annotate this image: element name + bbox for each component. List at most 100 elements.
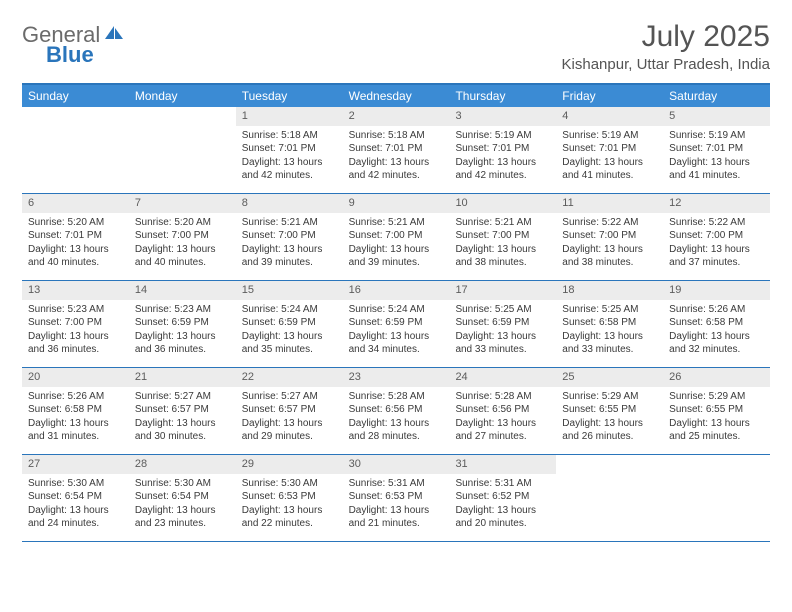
day-cell: 30Sunrise: 5:31 AMSunset: 6:53 PMDayligh… bbox=[343, 455, 450, 541]
sunset-text: Sunset: 6:57 PM bbox=[135, 403, 230, 417]
day-number: 12 bbox=[663, 194, 770, 213]
sunset-text: Sunset: 7:00 PM bbox=[349, 229, 444, 243]
day-cell: 26Sunrise: 5:29 AMSunset: 6:55 PMDayligh… bbox=[663, 368, 770, 454]
sunrise-text: Sunrise: 5:29 AM bbox=[562, 390, 657, 404]
day-cell-empty bbox=[556, 455, 663, 541]
logo: General Blue bbox=[22, 24, 132, 66]
day-header-row: SundayMondayTuesdayWednesdayThursdayFrid… bbox=[22, 85, 770, 107]
daylight-text: Daylight: 13 hours and 40 minutes. bbox=[28, 243, 123, 270]
day-content: Sunrise: 5:20 AMSunset: 7:01 PMDaylight:… bbox=[22, 213, 129, 274]
day-number: 20 bbox=[22, 368, 129, 387]
day-number: 24 bbox=[449, 368, 556, 387]
day-number: 11 bbox=[556, 194, 663, 213]
day-number: 15 bbox=[236, 281, 343, 300]
sunset-text: Sunset: 7:00 PM bbox=[242, 229, 337, 243]
day-content: Sunrise: 5:25 AMSunset: 6:58 PMDaylight:… bbox=[556, 300, 663, 361]
day-cell: 29Sunrise: 5:30 AMSunset: 6:53 PMDayligh… bbox=[236, 455, 343, 541]
week-row: 20Sunrise: 5:26 AMSunset: 6:58 PMDayligh… bbox=[22, 368, 770, 455]
day-cell: 13Sunrise: 5:23 AMSunset: 7:00 PMDayligh… bbox=[22, 281, 129, 367]
day-cell-empty bbox=[129, 107, 236, 193]
day-content: Sunrise: 5:19 AMSunset: 7:01 PMDaylight:… bbox=[663, 126, 770, 187]
day-cell: 24Sunrise: 5:28 AMSunset: 6:56 PMDayligh… bbox=[449, 368, 556, 454]
sunset-text: Sunset: 6:58 PM bbox=[562, 316, 657, 330]
day-cell: 1Sunrise: 5:18 AMSunset: 7:01 PMDaylight… bbox=[236, 107, 343, 193]
sunset-text: Sunset: 6:58 PM bbox=[669, 316, 764, 330]
sunset-text: Sunset: 7:00 PM bbox=[455, 229, 550, 243]
day-number: 4 bbox=[556, 107, 663, 126]
sunset-text: Sunset: 7:00 PM bbox=[669, 229, 764, 243]
sunset-text: Sunset: 7:01 PM bbox=[562, 142, 657, 156]
day-content: Sunrise: 5:23 AMSunset: 6:59 PMDaylight:… bbox=[129, 300, 236, 361]
day-number: 23 bbox=[343, 368, 450, 387]
sunrise-text: Sunrise: 5:18 AM bbox=[242, 129, 337, 143]
sunrise-text: Sunrise: 5:26 AM bbox=[28, 390, 123, 404]
sunset-text: Sunset: 7:00 PM bbox=[135, 229, 230, 243]
day-cell: 27Sunrise: 5:30 AMSunset: 6:54 PMDayligh… bbox=[22, 455, 129, 541]
sunrise-text: Sunrise: 5:22 AM bbox=[562, 216, 657, 230]
day-content: Sunrise: 5:22 AMSunset: 7:00 PMDaylight:… bbox=[556, 213, 663, 274]
day-header: Monday bbox=[129, 85, 236, 107]
daylight-text: Daylight: 13 hours and 31 minutes. bbox=[28, 417, 123, 444]
sunset-text: Sunset: 7:01 PM bbox=[242, 142, 337, 156]
sunrise-text: Sunrise: 5:23 AM bbox=[28, 303, 123, 317]
day-cell: 18Sunrise: 5:25 AMSunset: 6:58 PMDayligh… bbox=[556, 281, 663, 367]
day-content: Sunrise: 5:24 AMSunset: 6:59 PMDaylight:… bbox=[236, 300, 343, 361]
daylight-text: Daylight: 13 hours and 32 minutes. bbox=[669, 330, 764, 357]
day-content: Sunrise: 5:21 AMSunset: 7:00 PMDaylight:… bbox=[449, 213, 556, 274]
day-content: Sunrise: 5:30 AMSunset: 6:53 PMDaylight:… bbox=[236, 474, 343, 535]
day-header: Friday bbox=[556, 85, 663, 107]
daylight-text: Daylight: 13 hours and 36 minutes. bbox=[135, 330, 230, 357]
sunset-text: Sunset: 6:55 PM bbox=[669, 403, 764, 417]
day-content: Sunrise: 5:28 AMSunset: 6:56 PMDaylight:… bbox=[449, 387, 556, 448]
sunrise-text: Sunrise: 5:25 AM bbox=[562, 303, 657, 317]
sunset-text: Sunset: 6:54 PM bbox=[135, 490, 230, 504]
week-row: 6Sunrise: 5:20 AMSunset: 7:01 PMDaylight… bbox=[22, 194, 770, 281]
daylight-text: Daylight: 13 hours and 25 minutes. bbox=[669, 417, 764, 444]
day-number: 30 bbox=[343, 455, 450, 474]
day-header: Wednesday bbox=[343, 85, 450, 107]
sunrise-text: Sunrise: 5:20 AM bbox=[28, 216, 123, 230]
day-content: Sunrise: 5:18 AMSunset: 7:01 PMDaylight:… bbox=[343, 126, 450, 187]
daylight-text: Daylight: 13 hours and 40 minutes. bbox=[135, 243, 230, 270]
day-cell: 19Sunrise: 5:26 AMSunset: 6:58 PMDayligh… bbox=[663, 281, 770, 367]
sunset-text: Sunset: 6:59 PM bbox=[349, 316, 444, 330]
day-content: Sunrise: 5:23 AMSunset: 7:00 PMDaylight:… bbox=[22, 300, 129, 361]
day-cell: 7Sunrise: 5:20 AMSunset: 7:00 PMDaylight… bbox=[129, 194, 236, 280]
day-content: Sunrise: 5:29 AMSunset: 6:55 PMDaylight:… bbox=[663, 387, 770, 448]
day-number: 28 bbox=[129, 455, 236, 474]
sunrise-text: Sunrise: 5:27 AM bbox=[135, 390, 230, 404]
day-cell: 31Sunrise: 5:31 AMSunset: 6:52 PMDayligh… bbox=[449, 455, 556, 541]
day-number: 31 bbox=[449, 455, 556, 474]
day-number: 9 bbox=[343, 194, 450, 213]
daylight-text: Daylight: 13 hours and 33 minutes. bbox=[562, 330, 657, 357]
daylight-text: Daylight: 13 hours and 33 minutes. bbox=[455, 330, 550, 357]
sunrise-text: Sunrise: 5:21 AM bbox=[455, 216, 550, 230]
day-header: Saturday bbox=[663, 85, 770, 107]
sunrise-text: Sunrise: 5:24 AM bbox=[242, 303, 337, 317]
day-number: 8 bbox=[236, 194, 343, 213]
sunrise-text: Sunrise: 5:26 AM bbox=[669, 303, 764, 317]
day-number: 3 bbox=[449, 107, 556, 126]
day-content: Sunrise: 5:27 AMSunset: 6:57 PMDaylight:… bbox=[129, 387, 236, 448]
logo-sail-icon bbox=[104, 25, 124, 45]
sunrise-text: Sunrise: 5:19 AM bbox=[562, 129, 657, 143]
day-cell: 16Sunrise: 5:24 AMSunset: 6:59 PMDayligh… bbox=[343, 281, 450, 367]
day-content: Sunrise: 5:29 AMSunset: 6:55 PMDaylight:… bbox=[556, 387, 663, 448]
day-cell: 9Sunrise: 5:21 AMSunset: 7:00 PMDaylight… bbox=[343, 194, 450, 280]
day-content: Sunrise: 5:19 AMSunset: 7:01 PMDaylight:… bbox=[449, 126, 556, 187]
daylight-text: Daylight: 13 hours and 41 minutes. bbox=[562, 156, 657, 183]
sunset-text: Sunset: 6:57 PM bbox=[242, 403, 337, 417]
sunrise-text: Sunrise: 5:24 AM bbox=[349, 303, 444, 317]
sunrise-text: Sunrise: 5:21 AM bbox=[349, 216, 444, 230]
daylight-text: Daylight: 13 hours and 34 minutes. bbox=[349, 330, 444, 357]
day-number: 10 bbox=[449, 194, 556, 213]
day-cell: 8Sunrise: 5:21 AMSunset: 7:00 PMDaylight… bbox=[236, 194, 343, 280]
sunrise-text: Sunrise: 5:25 AM bbox=[455, 303, 550, 317]
daylight-text: Daylight: 13 hours and 27 minutes. bbox=[455, 417, 550, 444]
day-content: Sunrise: 5:28 AMSunset: 6:56 PMDaylight:… bbox=[343, 387, 450, 448]
sunset-text: Sunset: 7:01 PM bbox=[349, 142, 444, 156]
sunrise-text: Sunrise: 5:20 AM bbox=[135, 216, 230, 230]
day-number: 14 bbox=[129, 281, 236, 300]
day-cell: 14Sunrise: 5:23 AMSunset: 6:59 PMDayligh… bbox=[129, 281, 236, 367]
day-number: 6 bbox=[22, 194, 129, 213]
